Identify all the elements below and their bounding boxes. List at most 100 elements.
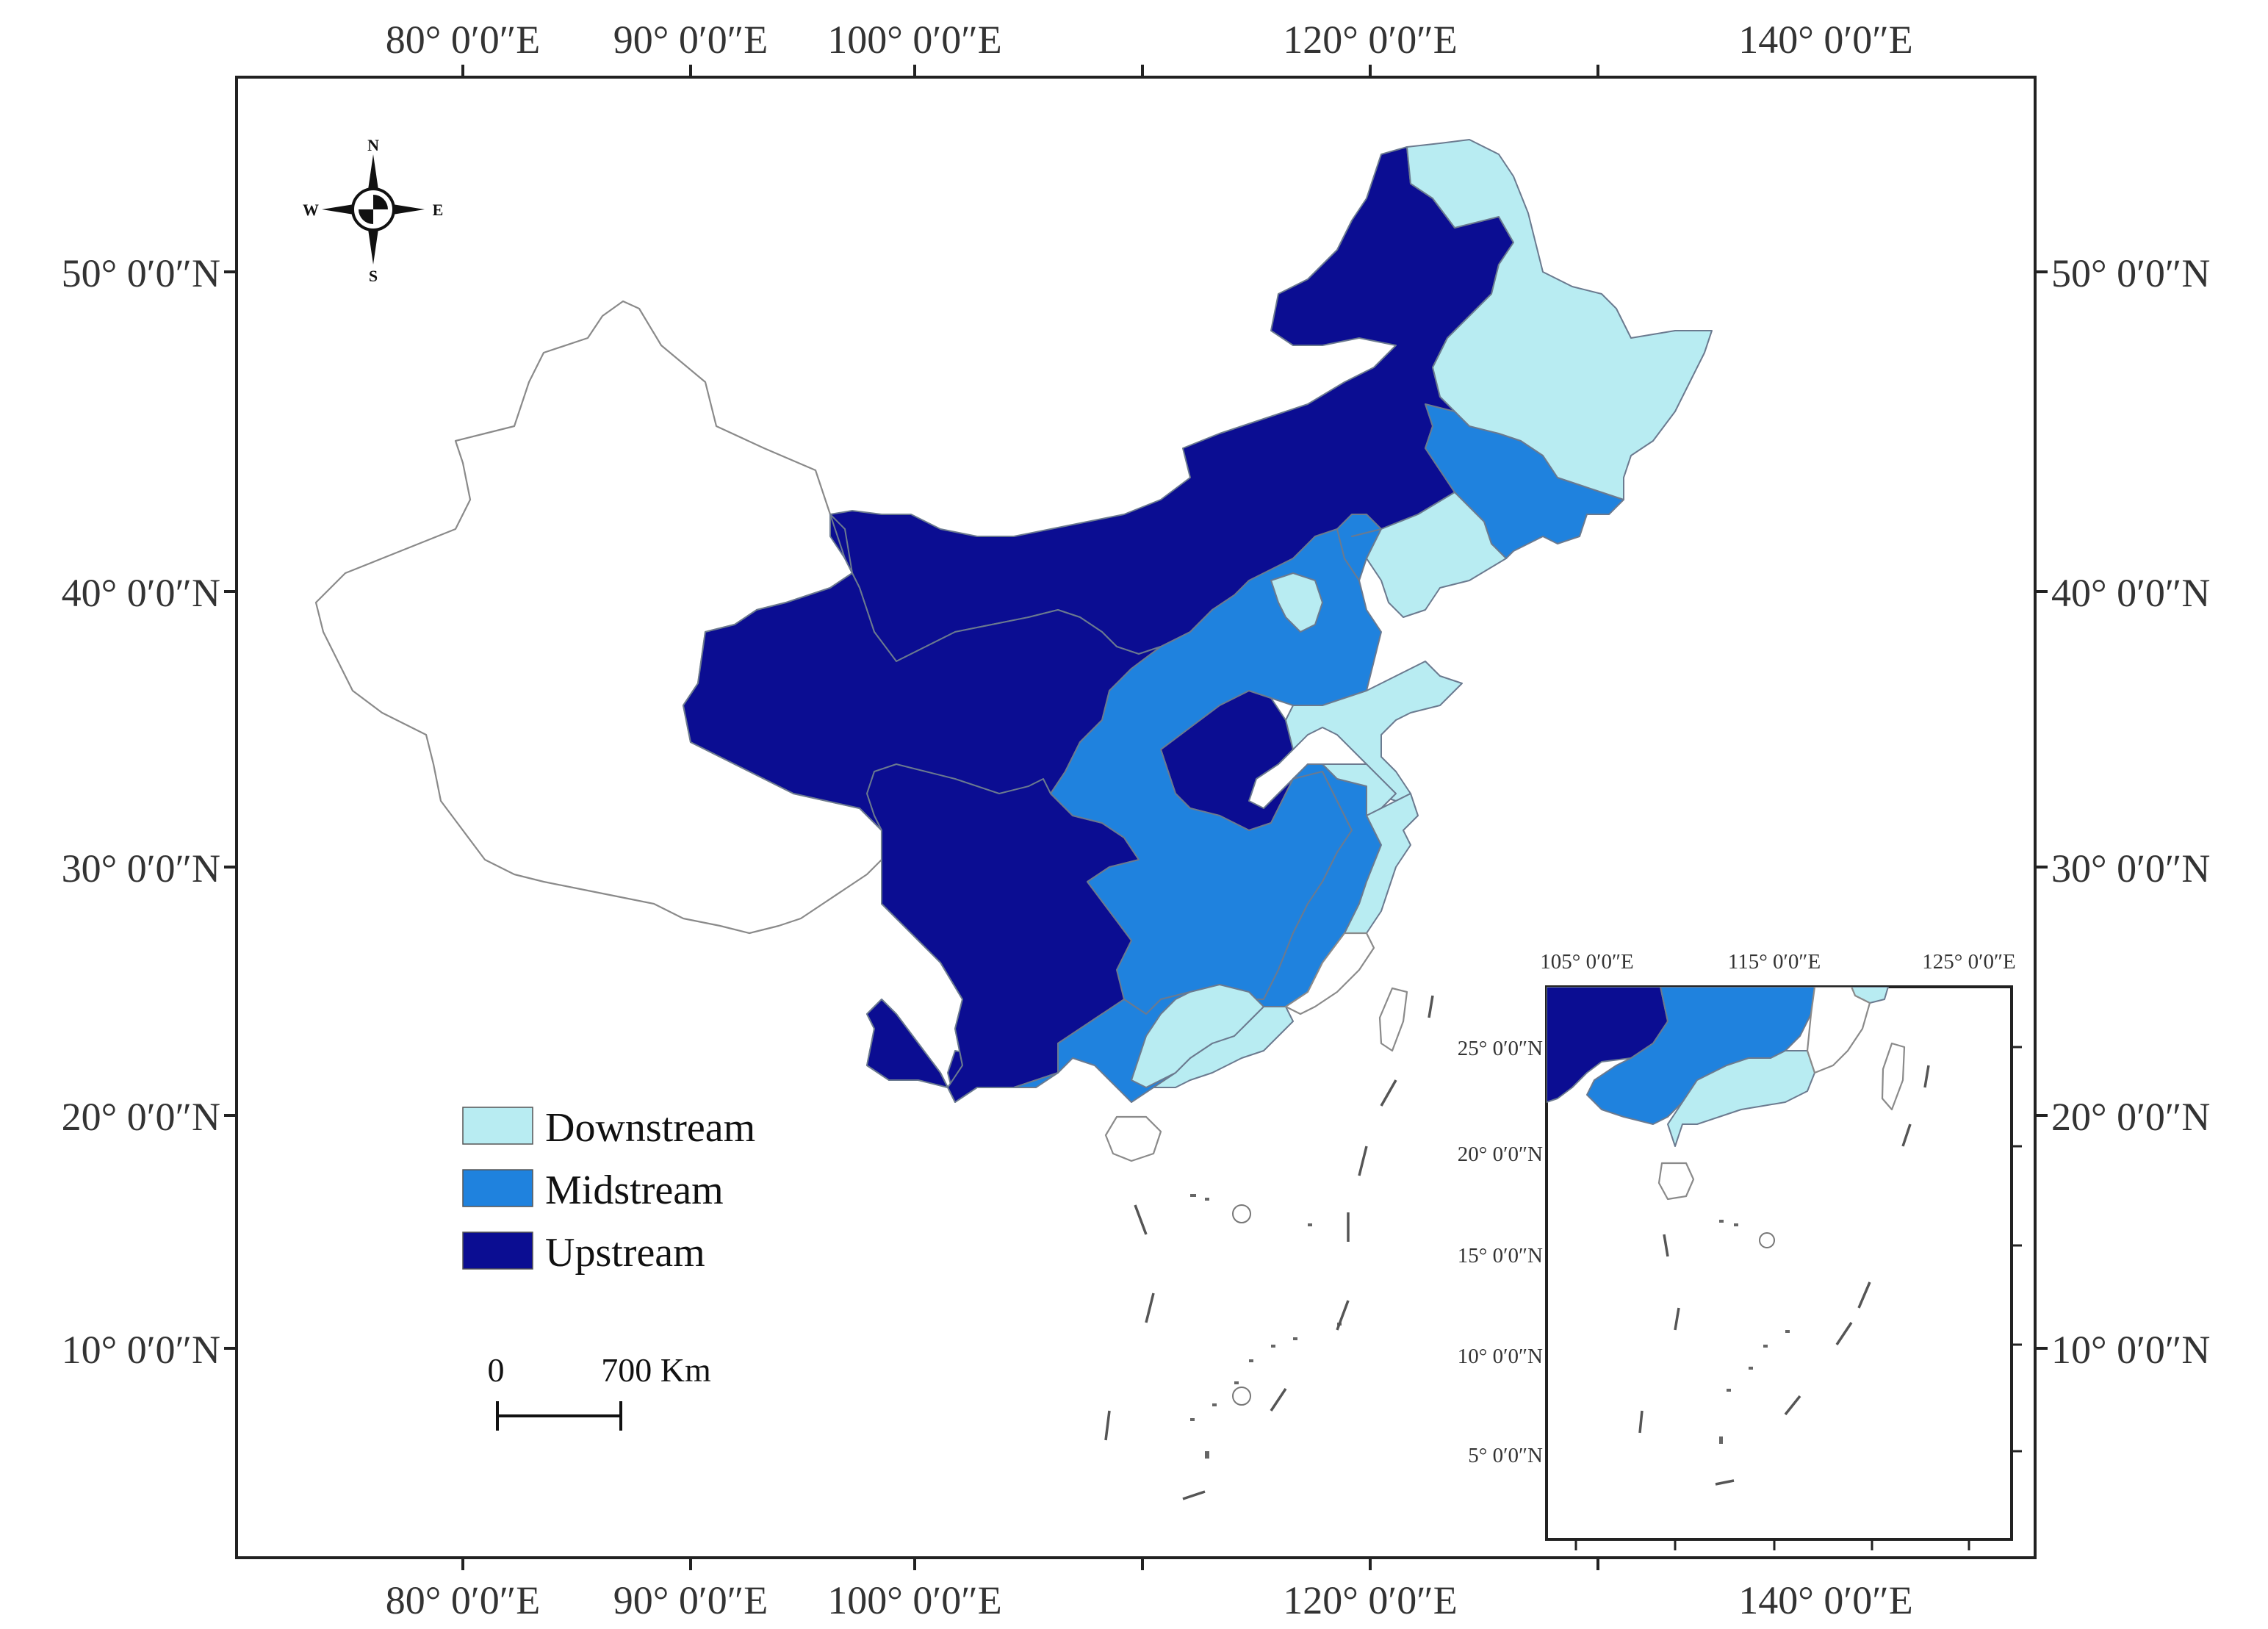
lon-label-top: 100° 0′0″E <box>827 18 1001 62</box>
inset-island-speck <box>1785 1330 1790 1333</box>
island-speck <box>1308 1223 1312 1226</box>
compass-arrow-east <box>388 204 425 215</box>
inset-dash <box>1674 1307 1680 1331</box>
inset-lon-label: 105° 0′0″E <box>1540 950 1633 974</box>
region-downstream-liaoning <box>1351 492 1507 618</box>
compass-label-s: S <box>369 267 378 285</box>
region-downstream-jiangsu <box>1322 763 1397 816</box>
inset-region-downstream <box>1667 1050 1815 1147</box>
dash-line-segment <box>1104 1410 1111 1441</box>
legend: Downstream Midstream Upstream <box>462 1105 755 1276</box>
dash-line-segment <box>1182 1490 1206 1500</box>
dash-line-segment <box>1134 1204 1148 1235</box>
island-speck <box>1234 1381 1239 1384</box>
lat-label-left: 20° 0′0″N <box>62 1095 220 1139</box>
lat-label-left: 30° 0′0″N <box>62 846 220 891</box>
inset-dash <box>1923 1065 1930 1088</box>
island-dot <box>1232 1204 1251 1223</box>
lon-labels-bottom: 80° 0′0″E 90° 0′0″E 100° 0′0″E 120° 0′0″… <box>386 1578 1913 1622</box>
island-speck <box>1293 1337 1297 1340</box>
island-speck <box>1190 1194 1196 1197</box>
island-speck <box>1205 1198 1209 1201</box>
island-dot <box>1232 1387 1251 1406</box>
tick-marks <box>224 65 2048 1570</box>
compass-rose-icon: N S E W <box>303 136 443 285</box>
inset-island-speck <box>1719 1220 1724 1223</box>
inset-dash <box>1835 1322 1853 1345</box>
scattered-islands <box>1190 1194 1342 1459</box>
inset-tick-marks <box>1574 1046 2022 1550</box>
inset-fujian-coast <box>1806 987 1871 1074</box>
taiwan-island <box>1378 987 1408 1052</box>
lat-label-right: 50° 0′0″N <box>2051 251 2210 295</box>
lon-labels-top: 80° 0′0″E 90° 0′0″E 100° 0′0″E 120° 0′0″… <box>386 18 1913 62</box>
inset-island-dot <box>1759 1232 1775 1248</box>
compass-quadrant <box>359 209 373 224</box>
legend-swatch-upstream <box>462 1231 533 1270</box>
lat-label-right: 30° 0′0″N <box>2051 846 2210 891</box>
inset-island-speck <box>1763 1345 1768 1348</box>
compass-label-e: E <box>433 201 444 219</box>
region-downstream-beijing <box>1270 572 1323 633</box>
lat-label-right: 10° 0′0″N <box>2051 1328 2210 1372</box>
fujian-coast <box>1284 932 1375 1015</box>
lat-label-left: 10° 0′0″N <box>62 1328 220 1372</box>
lon-label-bottom: 90° 0′0″E <box>613 1578 768 1622</box>
lon-label-top: 120° 0′0″E <box>1283 18 1457 62</box>
lon-label-bottom: 140° 0′0″E <box>1738 1578 1912 1622</box>
inset-island-speck <box>1727 1389 1731 1392</box>
compass-arrow-west <box>322 204 359 215</box>
coastline-islands <box>1104 932 1434 1500</box>
island-speck <box>1271 1345 1275 1348</box>
region-layer <box>314 139 1713 1103</box>
lon-label-top: 140° 0′0″E <box>1738 18 1912 62</box>
legend-label-upstream: Upstream <box>545 1230 705 1276</box>
inset-dash <box>1663 1234 1669 1257</box>
region-downstream-zhejiang <box>1344 793 1419 934</box>
compass-arrow-south <box>367 224 379 265</box>
island-speck <box>1249 1359 1253 1362</box>
dash-line-segment <box>1270 1388 1287 1412</box>
dash-line-segment <box>1380 1079 1397 1107</box>
dash-line-segment <box>1336 1300 1350 1331</box>
compass-quadrant <box>373 195 388 209</box>
scale-bar: 0 700 Km <box>488 1351 711 1431</box>
map-frame <box>235 76 2037 1559</box>
lon-label-bottom: 100° 0′0″E <box>827 1578 1001 1622</box>
island-speck <box>1190 1418 1195 1421</box>
lat-label-left: 50° 0′0″N <box>62 251 220 295</box>
island-speck <box>1205 1451 1209 1459</box>
inset-lat-label: 20° 0′0″N <box>1458 1143 1543 1166</box>
inset-dash <box>1715 1479 1735 1486</box>
lon-label-bottom: 120° 0′0″E <box>1283 1578 1457 1622</box>
inset-lon-label: 115° 0′0″E <box>1728 950 1821 974</box>
inset-lon-label: 125° 0′0″E <box>1922 950 2015 974</box>
lat-label-left: 40° 0′0″N <box>62 571 220 615</box>
lat-label-right: 20° 0′0″N <box>2051 1095 2210 1139</box>
inset-map: 105° 0′0″E 115° 0′0″E 125° 0′0″E 25° 0′0… <box>1458 950 2022 1550</box>
inset-island-speck <box>1719 1436 1723 1444</box>
legend-label-downstream: Downstream <box>545 1105 755 1151</box>
dash-line-segment <box>1428 995 1434 1018</box>
inset-dash <box>1638 1410 1644 1434</box>
lat-labels-left: 50° 0′0″N 40° 0′0″N 30° 0′0″N 20° 0′0″N … <box>62 251 220 1372</box>
inset-hainan <box>1657 1162 1695 1201</box>
dash-line-segment <box>1358 1146 1368 1176</box>
lat-labels-right: 50° 0′0″N 40° 0′0″N 30° 0′0″N 20° 0′0″N … <box>2051 251 2210 1372</box>
compass-label-n: N <box>367 136 379 154</box>
inset-taiwan <box>1881 1042 1906 1111</box>
legend-swatch-downstream <box>462 1107 533 1145</box>
inset-islands <box>1719 1220 1790 1444</box>
lon-label-bottom: 80° 0′0″E <box>386 1578 540 1622</box>
compass-label-w: W <box>303 201 319 219</box>
legend-swatch-midstream <box>462 1169 533 1207</box>
region-downstream-guangdong <box>1131 984 1264 1088</box>
compass-arrow-north <box>367 154 379 195</box>
hainan-island <box>1104 1115 1162 1162</box>
inset-lat-label: 10° 0′0″N <box>1458 1345 1543 1368</box>
inset-region-midstream <box>1586 987 1815 1125</box>
island-speck <box>1212 1403 1217 1406</box>
inset-lat-label: 5° 0′0″N <box>1468 1444 1543 1467</box>
inset-lat-label: 25° 0′0″N <box>1458 1037 1543 1060</box>
